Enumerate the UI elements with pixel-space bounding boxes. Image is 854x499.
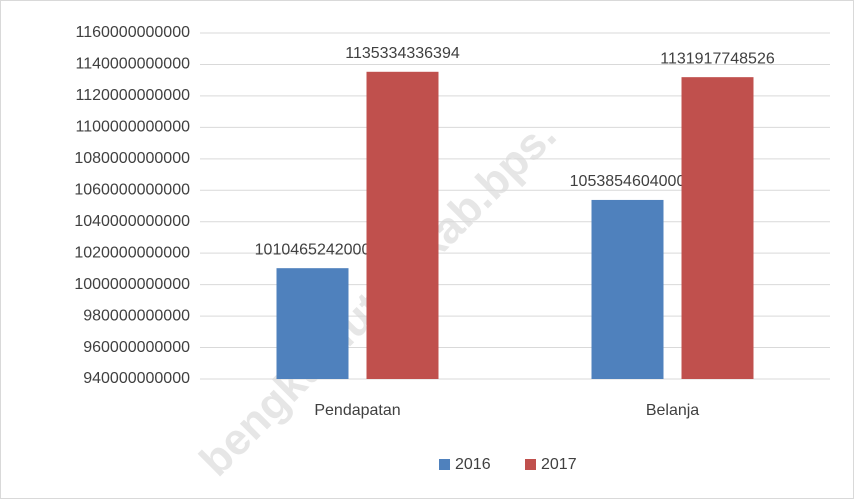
y-tick-label: 1140000000000: [76, 56, 191, 73]
y-tick-label: 1040000000000: [74, 213, 190, 230]
y-tick-label: 940000000000: [83, 370, 190, 387]
y-tick-label: 980000000000: [83, 307, 190, 324]
x-tick-label: Pendapatan: [314, 402, 400, 419]
y-tick-label: 1060000000000: [74, 181, 190, 198]
bar: [276, 268, 349, 379]
y-tick-label: 1160000000000: [76, 24, 191, 41]
value-label: 1135334336394: [345, 45, 460, 62]
legend-swatch: [439, 459, 450, 470]
y-tick-label: 960000000000: [83, 339, 190, 356]
value-label: 1131917748526: [660, 50, 775, 67]
x-tick-label: Belanja: [646, 402, 699, 419]
legend-swatch: [525, 459, 536, 470]
bar: [681, 77, 754, 380]
y-tick-label: 1000000000000: [74, 276, 190, 293]
bar: [591, 199, 664, 379]
value-label: 1010465242000: [255, 241, 371, 258]
y-tick-label: 1020000000000: [74, 244, 190, 261]
legend-label: 2017: [541, 456, 577, 473]
y-tick-label: 1080000000000: [74, 150, 190, 167]
value-label: 1053854604000: [570, 173, 686, 190]
bar: [366, 71, 439, 379]
y-tick-label: 1120000000000: [76, 87, 191, 104]
y-tick-label: 1100000000000: [76, 119, 191, 136]
legend-label: 2016: [455, 456, 491, 473]
